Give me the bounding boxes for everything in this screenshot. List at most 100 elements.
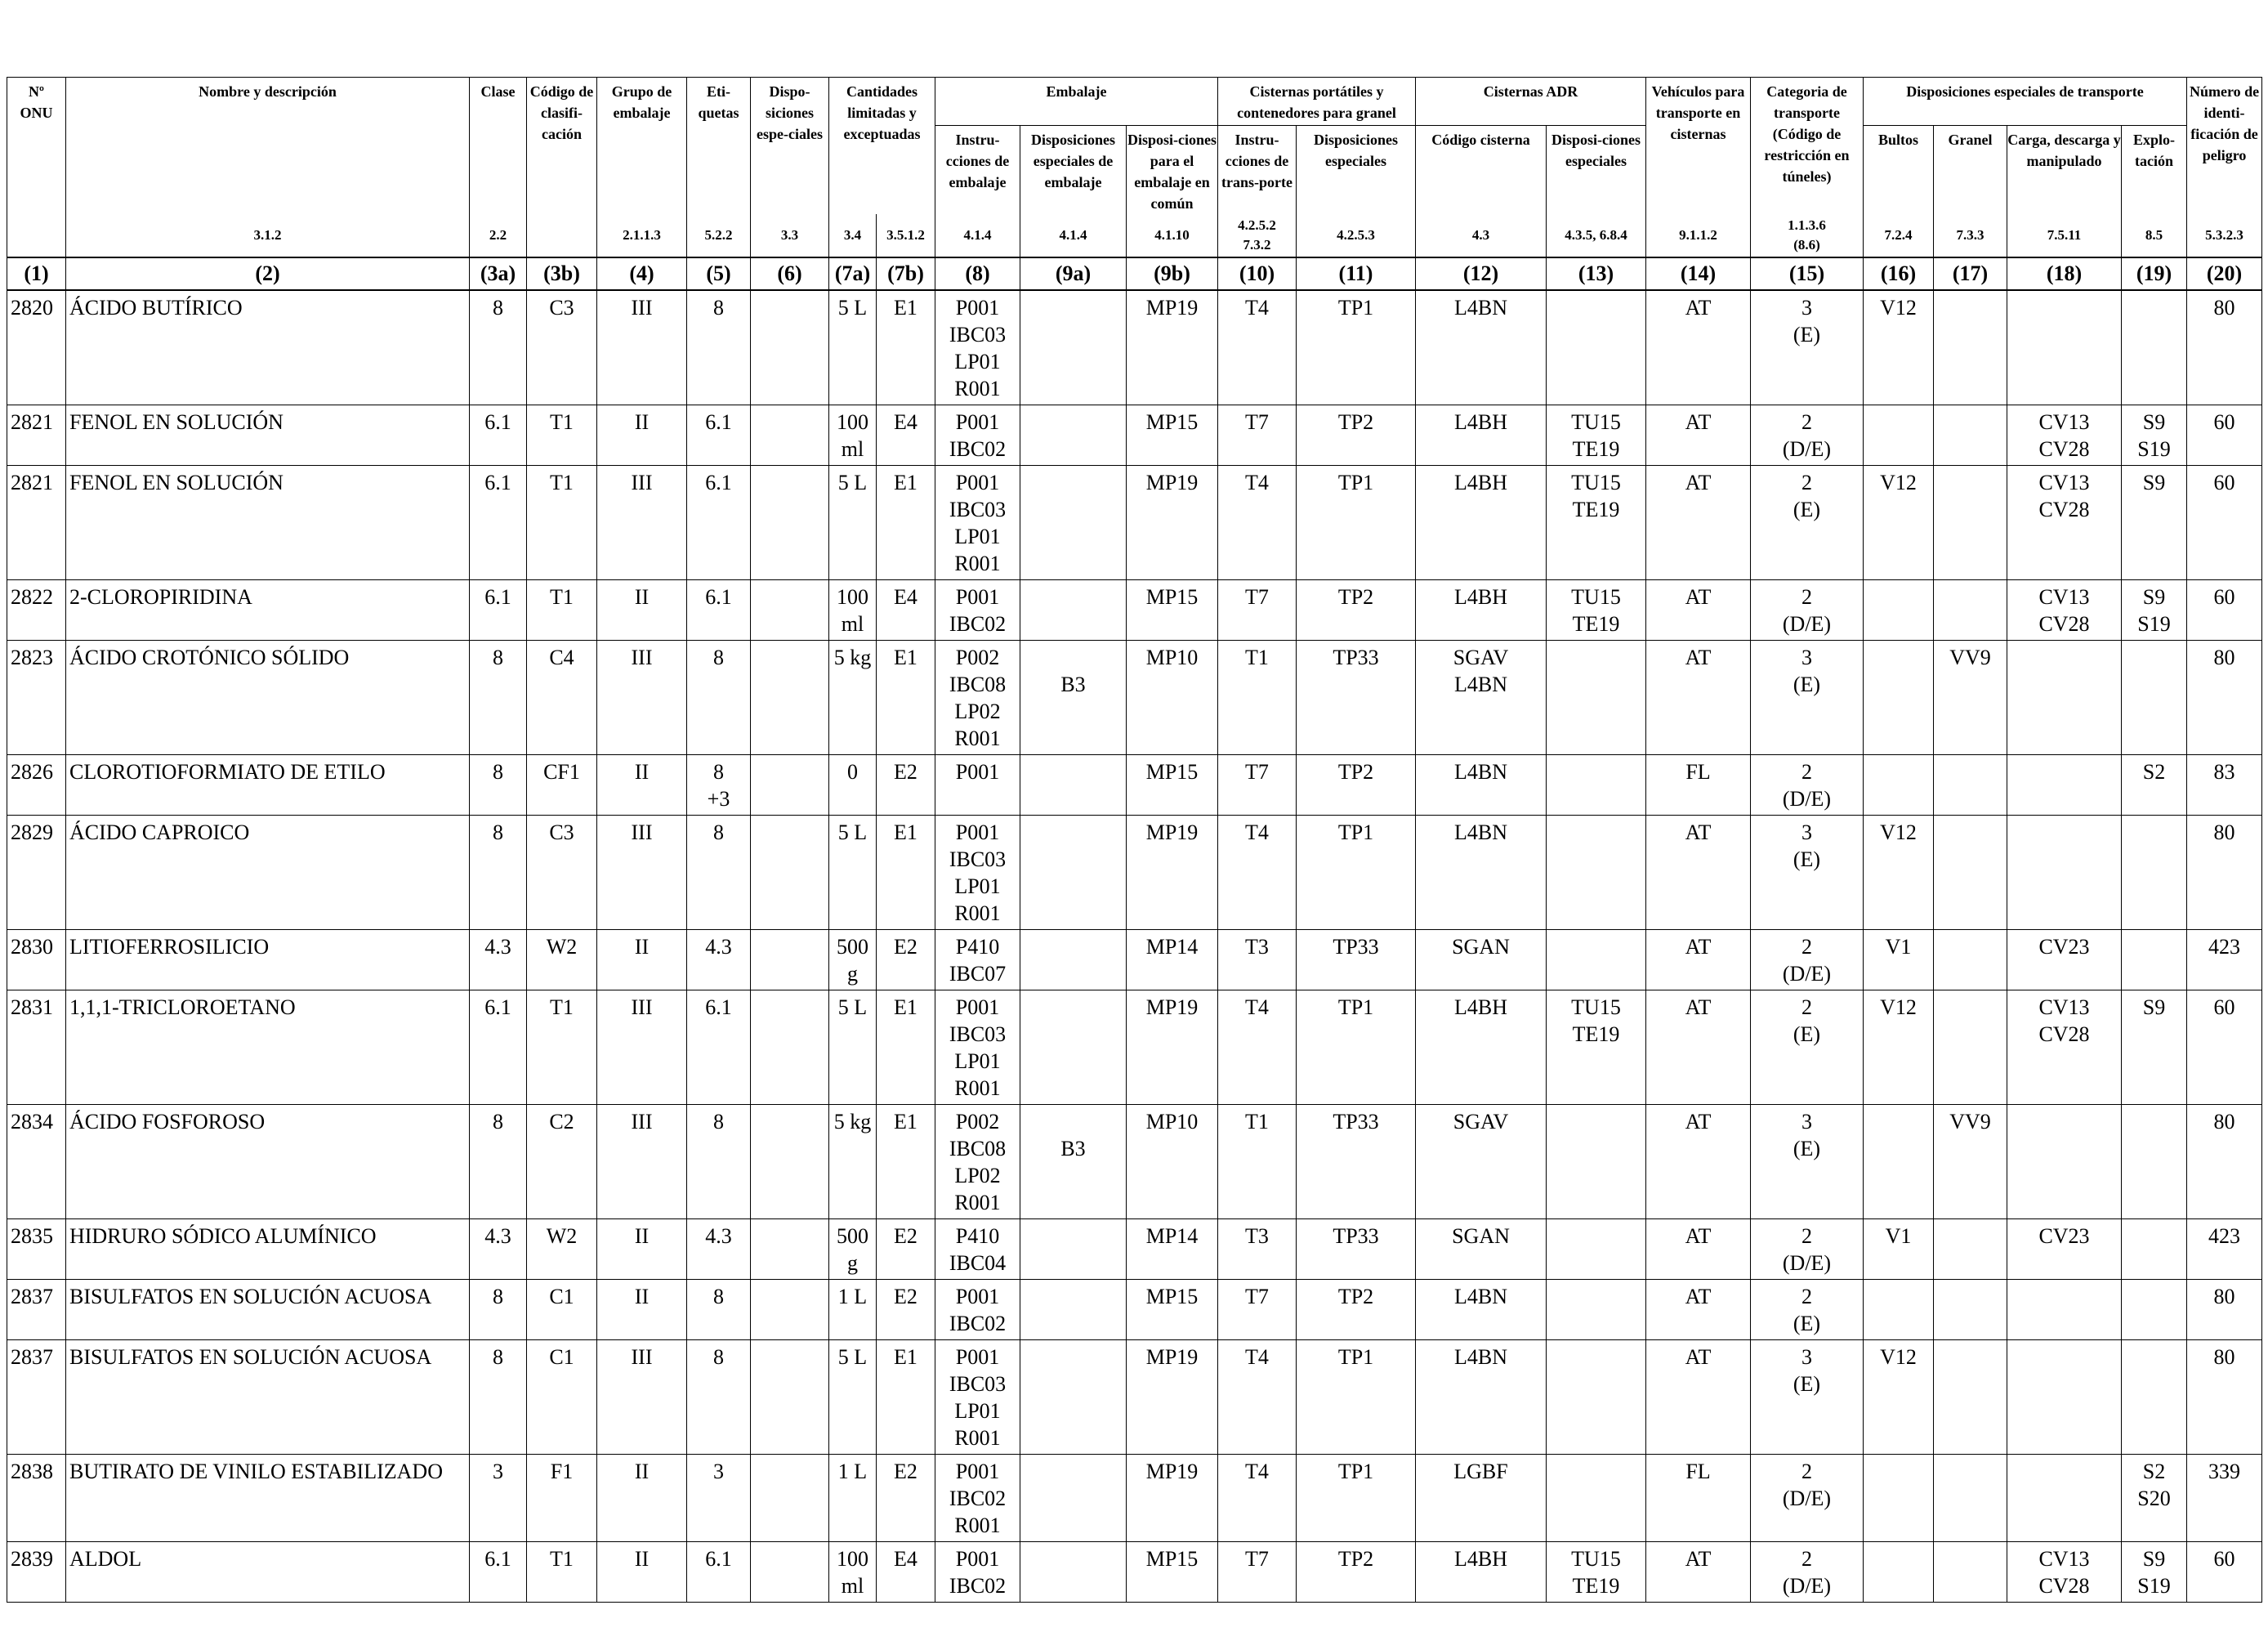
table-cell: T4 [1217, 1339, 1297, 1455]
table-cell: P002 IBC08 LP02 R001 [935, 1104, 1020, 1219]
table-cell: 5 L [828, 1339, 877, 1455]
table-cell: SGAV L4BN [1415, 640, 1547, 755]
header-class: Clase [469, 77, 527, 214]
table-cell: 8 [686, 1279, 751, 1340]
table-cell: L4BH [1415, 1541, 1547, 1603]
table-cell: VV9 [1933, 640, 2007, 755]
table-row: 2823 ÁCIDO CROTÓNICO SÓLIDO 8 C4 III 8 5 kg E1 P… [7, 640, 2263, 755]
header-portable-special: Disposiciones especiales [1296, 125, 1416, 214]
table-cell [1933, 1339, 2007, 1455]
table-cell: T4 [1217, 465, 1297, 580]
column-number: (20) [2186, 257, 2263, 291]
table-cell: T1 [526, 465, 597, 580]
header-tank-code: Código cisterna [1415, 125, 1547, 214]
table-cell [1863, 579, 1934, 641]
table-cell: S9 S19 [2120, 1541, 2188, 1603]
reference-cell: 4.1.4 [935, 214, 1020, 258]
table-row: 2830 LITIOFERROSILICIO 4.3 W2 II 4.3 500 g E2 P4… [7, 929, 2263, 990]
table-cell: AT [1645, 1104, 1751, 1219]
header-operation: Explo-tación [2120, 125, 2188, 214]
substance-name-cell: ÁCIDO CAPROICO [65, 815, 470, 930]
table-cell [2120, 815, 2188, 930]
table-cell: AT [1645, 405, 1751, 466]
header-tank-special: Disposi-ciones especiales [1546, 125, 1646, 214]
reference-cell: 2.1.1.3 [596, 214, 687, 258]
table-cell [1546, 1104, 1646, 1219]
table-cell: F1 [526, 1454, 597, 1542]
table-cell: 100 ml [828, 1541, 877, 1603]
table-cell: 100 ml [828, 579, 877, 641]
table-cell: 2 (D/E) [1750, 1218, 1864, 1280]
header-packing-instructions: Instru-cciones de embalaje [935, 125, 1020, 214]
table-cell: P410 IBC04 [935, 1218, 1020, 1280]
table-cell: 83 [2186, 754, 2263, 816]
reference-cell: 7.5.11 [2007, 214, 2122, 258]
column-number: (5) [686, 257, 751, 291]
table-cell: AT [1645, 579, 1751, 641]
table-cell [1863, 1454, 1934, 1542]
table-cell: V12 [1863, 465, 1934, 580]
column-number: (13) [1546, 257, 1646, 291]
table-cell: 2 (D/E) [1750, 929, 1864, 990]
table-cell: S9 [2120, 465, 2188, 580]
column-number: (4) [596, 257, 687, 291]
header-portable-tanks: Cisternas portátiles y contenedores para… [1217, 77, 1416, 126]
reference-cell: 3.5.1.2 [876, 214, 935, 258]
table-cell: T7 [1217, 1541, 1297, 1603]
table-cell: E1 [876, 1339, 935, 1455]
table-cell: 8 [686, 289, 751, 405]
column-number: (2) [65, 257, 470, 291]
table-cell: 2 (D/E) [1750, 1454, 1864, 1542]
table-cell: T1 [1217, 640, 1297, 755]
table-cell [1933, 1218, 2007, 1280]
table-cell: TP1 [1296, 815, 1416, 930]
table-cell [750, 1541, 829, 1603]
table-cell: MP19 [1126, 1454, 1218, 1542]
table-cell: CV13 CV28 [2007, 990, 2122, 1105]
table-cell: E4 [876, 1541, 935, 1603]
table-cell: CV13 CV28 [2007, 405, 2122, 466]
table-cell: 6.1 [686, 405, 751, 466]
table-cell: 100 ml [828, 405, 877, 466]
table-cell: CV23 [2007, 1218, 2122, 1280]
table-cell: 8 [469, 1104, 527, 1219]
table-cell: W2 [526, 1218, 597, 1280]
table-cell: MP15 [1126, 1279, 1218, 1340]
table-cell [1933, 754, 2007, 816]
un-number-cell: 2831 [7, 990, 66, 1105]
table-cell: AT [1645, 815, 1751, 930]
table-cell: 423 [2186, 1218, 2263, 1280]
column-number: (12) [1415, 257, 1547, 291]
table-cell: 2 (D/E) [1750, 405, 1864, 466]
table-cell: CV13 CV28 [2007, 1541, 2122, 1603]
table-cell: E4 [876, 579, 935, 641]
table-cell: CV13 CV28 [2007, 465, 2122, 580]
table-row: 2834 ÁCIDO FOSFOROSO 8 C2 III 8 5 kg E1 P002 IBC… [7, 1104, 2263, 1219]
table-cell: 6.1 [469, 1541, 527, 1603]
table-cell: 6.1 [469, 579, 527, 641]
header-un-number: Nº ONU [7, 77, 66, 214]
table-cell [750, 929, 829, 990]
table-cell [2007, 754, 2122, 816]
un-number-cell: 2823 [7, 640, 66, 755]
table-cell: 5 L [828, 815, 877, 930]
reference-cell: 4.3.5, 6.8.4 [1546, 214, 1646, 258]
substance-name-cell: BISULFATOS EN SOLUCIÓN ACUOSA [65, 1279, 470, 1340]
table-cell [1863, 1104, 1934, 1219]
table-cell: III [596, 990, 687, 1105]
reference-cell: 9.1.1.2 [1645, 214, 1751, 258]
table-cell: P001 IBC02 [935, 405, 1020, 466]
table-cell: MP19 [1126, 990, 1218, 1105]
table-cell: MP10 [1126, 640, 1218, 755]
table-cell: C1 [526, 1279, 597, 1340]
table-cell: II [596, 754, 687, 816]
table-cell: 60 [2186, 465, 2263, 580]
table-cell [750, 405, 829, 466]
table-cell: 3 (E) [1750, 815, 1864, 930]
table-row: 2821 FENOL EN SOLUCIÓN 6.1 T1 II 6.1 100 ml E4 P… [7, 405, 2263, 466]
table-cell: 60 [2186, 579, 2263, 641]
reference-cell: 2.2 [469, 214, 527, 258]
table-cell: MP10 [1126, 1104, 1218, 1219]
column-number: (3a) [469, 257, 527, 291]
reference-cell: 5.3.2.3 [2186, 214, 2263, 258]
